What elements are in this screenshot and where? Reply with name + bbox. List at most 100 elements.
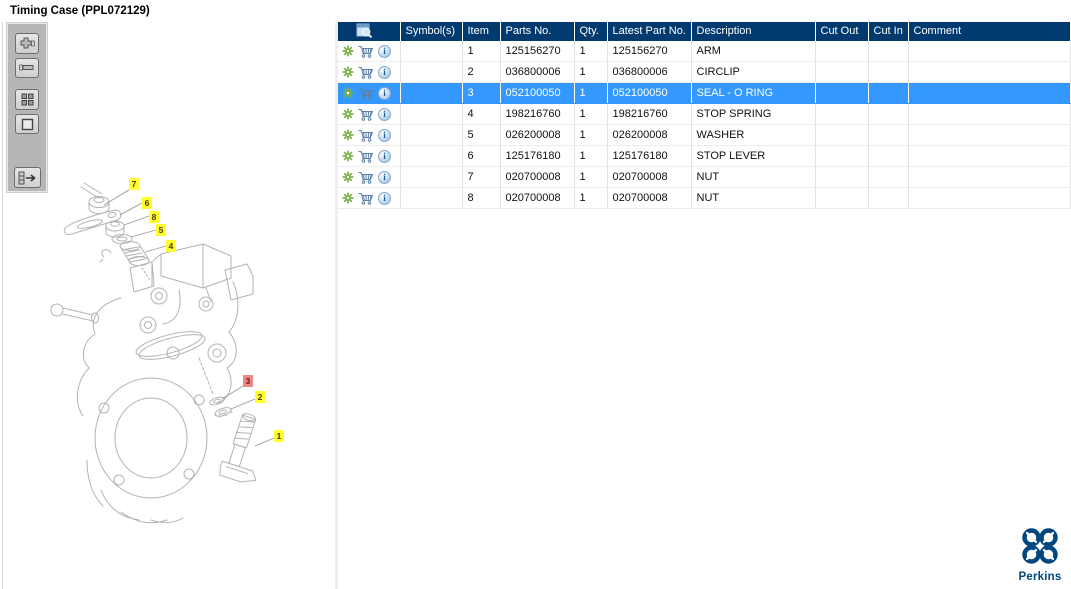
row-actions-cell: i (338, 166, 401, 188)
cell-description: NUT (691, 166, 816, 188)
cart-icon[interactable] (358, 192, 374, 205)
info-icon[interactable]: i (378, 149, 391, 163)
cell-description: WASHER (691, 124, 816, 146)
cell-cut-out (815, 166, 869, 188)
fit-page-button[interactable] (15, 113, 39, 135)
zoom-in-button[interactable] (15, 33, 39, 54)
part-label-7[interactable]: 7 (129, 178, 139, 190)
row-actions-cell: i (338, 103, 401, 125)
part-label-2[interactable]: 2 (255, 391, 265, 403)
cell-cut-in (868, 124, 909, 146)
table-row[interactable]: i 1 125156270 1 125156270 ARM (338, 41, 1071, 62)
brand-wordmark: Perkins (1018, 571, 1062, 583)
table-row[interactable]: i 2 036800006 1 036800006 CIRCLIP (338, 61, 1071, 83)
gear-icon[interactable] (342, 129, 354, 141)
col-symbols[interactable]: Symbol(s) (400, 22, 463, 41)
header-preview-cell[interactable] (338, 22, 401, 41)
col-latest-part-no[interactable]: Latest Part No. (607, 22, 692, 41)
perkins-logo-icon (1022, 528, 1058, 564)
part-label-4[interactable]: 4 (166, 240, 176, 252)
cart-icon[interactable] (358, 129, 374, 142)
cart-icon[interactable] (358, 87, 374, 100)
parts-table-body: i 1 125156270 1 125156270 ARM (338, 41, 1071, 209)
table-row[interactable]: i 8 020700008 1 020700008 NUT (338, 187, 1071, 209)
cell-qty: 1 (574, 61, 608, 83)
info-icon[interactable]: i (378, 191, 391, 205)
gear-icon[interactable] (342, 192, 354, 204)
part-label-1[interactable]: 1 (274, 430, 284, 442)
page-title: Timing Case (PPL072129) (10, 5, 150, 17)
cart-icon[interactable] (358, 45, 374, 58)
cell-item: 8 (462, 187, 501, 209)
col-description[interactable]: Description (691, 22, 816, 41)
col-item[interactable]: Item (462, 22, 501, 41)
info-icon[interactable]: i (378, 65, 391, 79)
cell-latest-part-no: 036800006 (607, 61, 692, 83)
gear-icon[interactable] (342, 108, 354, 120)
info-icon[interactable]: i (378, 170, 391, 184)
cell-cut-in (868, 61, 909, 83)
zoom-out-button[interactable] (15, 57, 39, 79)
col-cut-in[interactable]: Cut In (868, 22, 909, 41)
cart-icon[interactable] (358, 66, 374, 79)
cell-cut-out (815, 82, 869, 104)
info-icon[interactable]: i (378, 107, 391, 121)
cell-item: 4 (462, 103, 501, 125)
cell-qty: 1 (574, 41, 608, 62)
row-actions-cell: i (338, 82, 401, 104)
parts-table: Symbol(s) Item Parts No. Qty. Latest Par… (338, 22, 1071, 209)
part-label-5[interactable]: 5 (156, 224, 166, 236)
toggle-panel-button[interactable] (13, 167, 41, 188)
cell-item: 2 (462, 61, 501, 83)
cell-item: 1 (462, 41, 501, 62)
cell-latest-part-no: 020700008 (607, 187, 692, 209)
cell-comment (908, 41, 1071, 62)
callout-lines (103, 184, 275, 447)
cell-parts-no: 020700008 (500, 187, 575, 209)
col-parts-no[interactable]: Parts No. (500, 22, 575, 41)
cell-item: 7 (462, 166, 501, 188)
info-icon[interactable]: i (378, 44, 391, 58)
cart-icon[interactable] (358, 108, 374, 121)
col-qty[interactable]: Qty. (574, 22, 608, 41)
gear-icon[interactable] (342, 171, 354, 183)
cell-description: ARM (691, 41, 816, 62)
cell-cut-out (815, 61, 869, 83)
cell-cut-out (815, 124, 869, 146)
cell-cut-out (815, 187, 869, 209)
col-cut-out[interactable]: Cut Out (815, 22, 869, 41)
col-comment[interactable]: Comment (908, 22, 1071, 41)
info-icon[interactable]: i (378, 86, 391, 100)
cell-comment (908, 187, 1071, 209)
cell-parts-no: 125176180 (500, 145, 575, 167)
gear-icon[interactable] (342, 87, 354, 99)
cell-cut-in (868, 41, 909, 62)
table-row[interactable]: i 4 198216760 1 198216760 STOP SPRING (338, 103, 1071, 125)
part-label-6[interactable]: 6 (142, 197, 152, 209)
cart-icon[interactable] (358, 171, 374, 184)
title-bar: Timing Case (PPL072129) (0, 0, 1071, 22)
gear-icon[interactable] (342, 66, 354, 78)
cell-symbols (400, 187, 463, 209)
table-row[interactable]: i 7 020700008 1 020700008 NUT (338, 166, 1071, 188)
table-row[interactable]: i 3 052100050 1 052100050 SEAL - O RING (338, 82, 1071, 104)
tile-view-button[interactable] (15, 89, 39, 110)
gear-icon[interactable] (342, 150, 354, 162)
cell-symbols (400, 166, 463, 188)
row-actions-cell: i (338, 124, 401, 146)
part-label-3[interactable]: 3 (243, 375, 253, 387)
table-row[interactable]: i 5 026200008 1 026200008 WASHER (338, 124, 1071, 146)
row-actions-cell: i (338, 187, 401, 209)
row-actions-cell: i (338, 61, 401, 83)
cart-icon[interactable] (358, 150, 374, 163)
cell-parts-no: 020700008 (500, 166, 575, 188)
cell-comment (908, 61, 1071, 83)
cell-item: 5 (462, 124, 501, 146)
info-icon[interactable]: i (378, 128, 391, 142)
cell-description: CIRCLIP (691, 61, 816, 83)
table-row[interactable]: i 6 125176180 1 125176180 STOP LEVER (338, 145, 1071, 167)
part-label-8[interactable]: 8 (149, 211, 159, 223)
gear-icon[interactable] (342, 45, 354, 57)
